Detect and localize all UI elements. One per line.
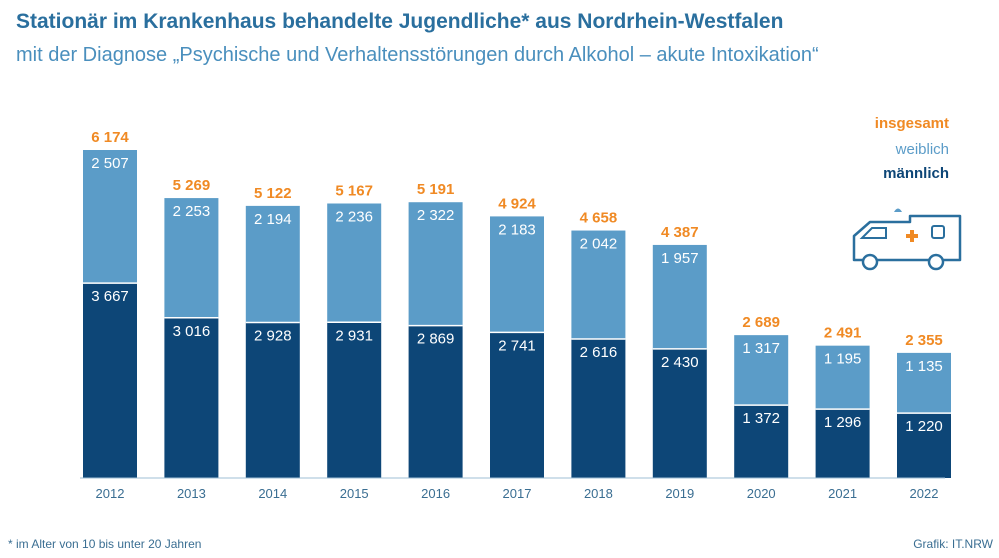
value-label-male-2020: 1 372: [742, 410, 780, 427]
value-label-total-2020: 2 689: [742, 314, 780, 331]
x-tick-label-2016: 2016: [421, 486, 450, 501]
x-tick-label-2017: 2017: [503, 486, 532, 501]
bar-male-2013: [164, 317, 219, 478]
value-label-male-2015: 2 931: [335, 327, 373, 344]
value-label-total-2019: 4 387: [661, 224, 699, 241]
bar-male-2014: [245, 322, 300, 478]
bar-male-2016: [408, 325, 463, 478]
value-label-male-2022: 1 220: [905, 418, 943, 435]
bar-female-2012: [83, 150, 137, 284]
bar-female-2019: [652, 244, 707, 349]
value-label-female-2014: 2 194: [254, 211, 292, 228]
bar-female-2014: [245, 205, 300, 323]
bar-male-2018: [571, 339, 626, 478]
x-tick-label-2020: 2020: [747, 486, 776, 501]
footnote: * im Alter von 10 bis unter 20 Jahren: [8, 537, 202, 551]
chart-subtitle: mit der Diagnose „Psychische und Verhalt…: [16, 44, 819, 66]
value-label-male-2018: 2 616: [580, 344, 618, 361]
bar-male-2019: [652, 348, 707, 478]
bar-male-2012: [83, 283, 137, 478]
value-label-total-2012: 6 174: [91, 129, 129, 146]
bar-male-2015: [327, 322, 382, 478]
bar-female-2021: [815, 345, 870, 410]
bars-group: [83, 150, 951, 478]
value-label-total-2015: 5 167: [335, 182, 373, 199]
bar-female-2017: [490, 216, 544, 333]
bar-female-2016: [408, 202, 463, 326]
value-label-male-2012: 3 667: [91, 288, 129, 305]
value-label-male-2016: 2 869: [417, 331, 455, 348]
bar-female-2013: [164, 198, 219, 318]
value-label-female-2015: 2 236: [335, 208, 373, 225]
bar-female-2018: [571, 230, 626, 340]
value-label-total-2016: 5 191: [417, 181, 455, 198]
source-credit: Grafik: IT.NRW: [913, 537, 993, 551]
bar-male-2022: [897, 413, 951, 478]
x-tick-label-2015: 2015: [340, 486, 369, 501]
x-tick-label-2022: 2022: [910, 486, 939, 501]
value-label-female-2012: 2 507: [91, 155, 129, 172]
value-label-female-2018: 2 042: [580, 236, 618, 253]
bar-male-2020: [734, 405, 789, 478]
value-label-male-2019: 2 430: [661, 354, 699, 371]
bar-female-2015: [327, 203, 382, 323]
value-label-female-2013: 2 253: [173, 203, 211, 220]
value-label-male-2017: 2 741: [498, 337, 536, 354]
value-label-female-2022: 1 135: [905, 358, 943, 375]
value-label-total-2017: 4 924: [498, 195, 536, 212]
value-label-female-2020: 1 317: [742, 340, 780, 357]
value-label-male-2013: 3 016: [173, 323, 211, 340]
value-label-total-2018: 4 658: [580, 210, 618, 227]
value-label-female-2016: 2 322: [417, 207, 455, 224]
value-label-total-2022: 2 355: [905, 332, 943, 349]
ambulance-icon: [852, 208, 962, 271]
value-label-female-2017: 2 183: [498, 221, 536, 238]
bar-male-2021: [815, 409, 870, 478]
value-label-total-2013: 5 269: [173, 177, 211, 194]
chart-title: Stationär im Krankenhaus behandelte Juge…: [16, 10, 784, 33]
x-tick-label-2013: 2013: [177, 486, 206, 501]
legend-total: insgesamt: [874, 115, 949, 132]
value-label-male-2021: 1 296: [824, 414, 862, 431]
bar-female-2022: [897, 352, 951, 414]
value-label-female-2021: 1 195: [824, 351, 862, 368]
legend-female: weiblich: [895, 141, 949, 158]
legend-male: männlich: [883, 165, 949, 182]
x-tick-label-2014: 2014: [258, 486, 287, 501]
bar-male-2017: [490, 332, 544, 478]
bar-female-2020: [734, 335, 789, 406]
x-tick-label-2021: 2021: [828, 486, 857, 501]
value-label-female-2019: 1 957: [661, 250, 699, 267]
x-tick-label-2019: 2019: [665, 486, 694, 501]
value-label-male-2014: 2 928: [254, 327, 292, 344]
labels-group: 3 667 2 507 6 174 2012 3 016 2 253 5 269 2013 2 …: [91, 129, 943, 501]
value-label-total-2014: 5 122: [254, 185, 292, 202]
x-tick-label-2012: 2012: [96, 486, 125, 501]
value-label-total-2021: 2 491: [824, 325, 862, 342]
x-tick-label-2018: 2018: [584, 486, 613, 501]
